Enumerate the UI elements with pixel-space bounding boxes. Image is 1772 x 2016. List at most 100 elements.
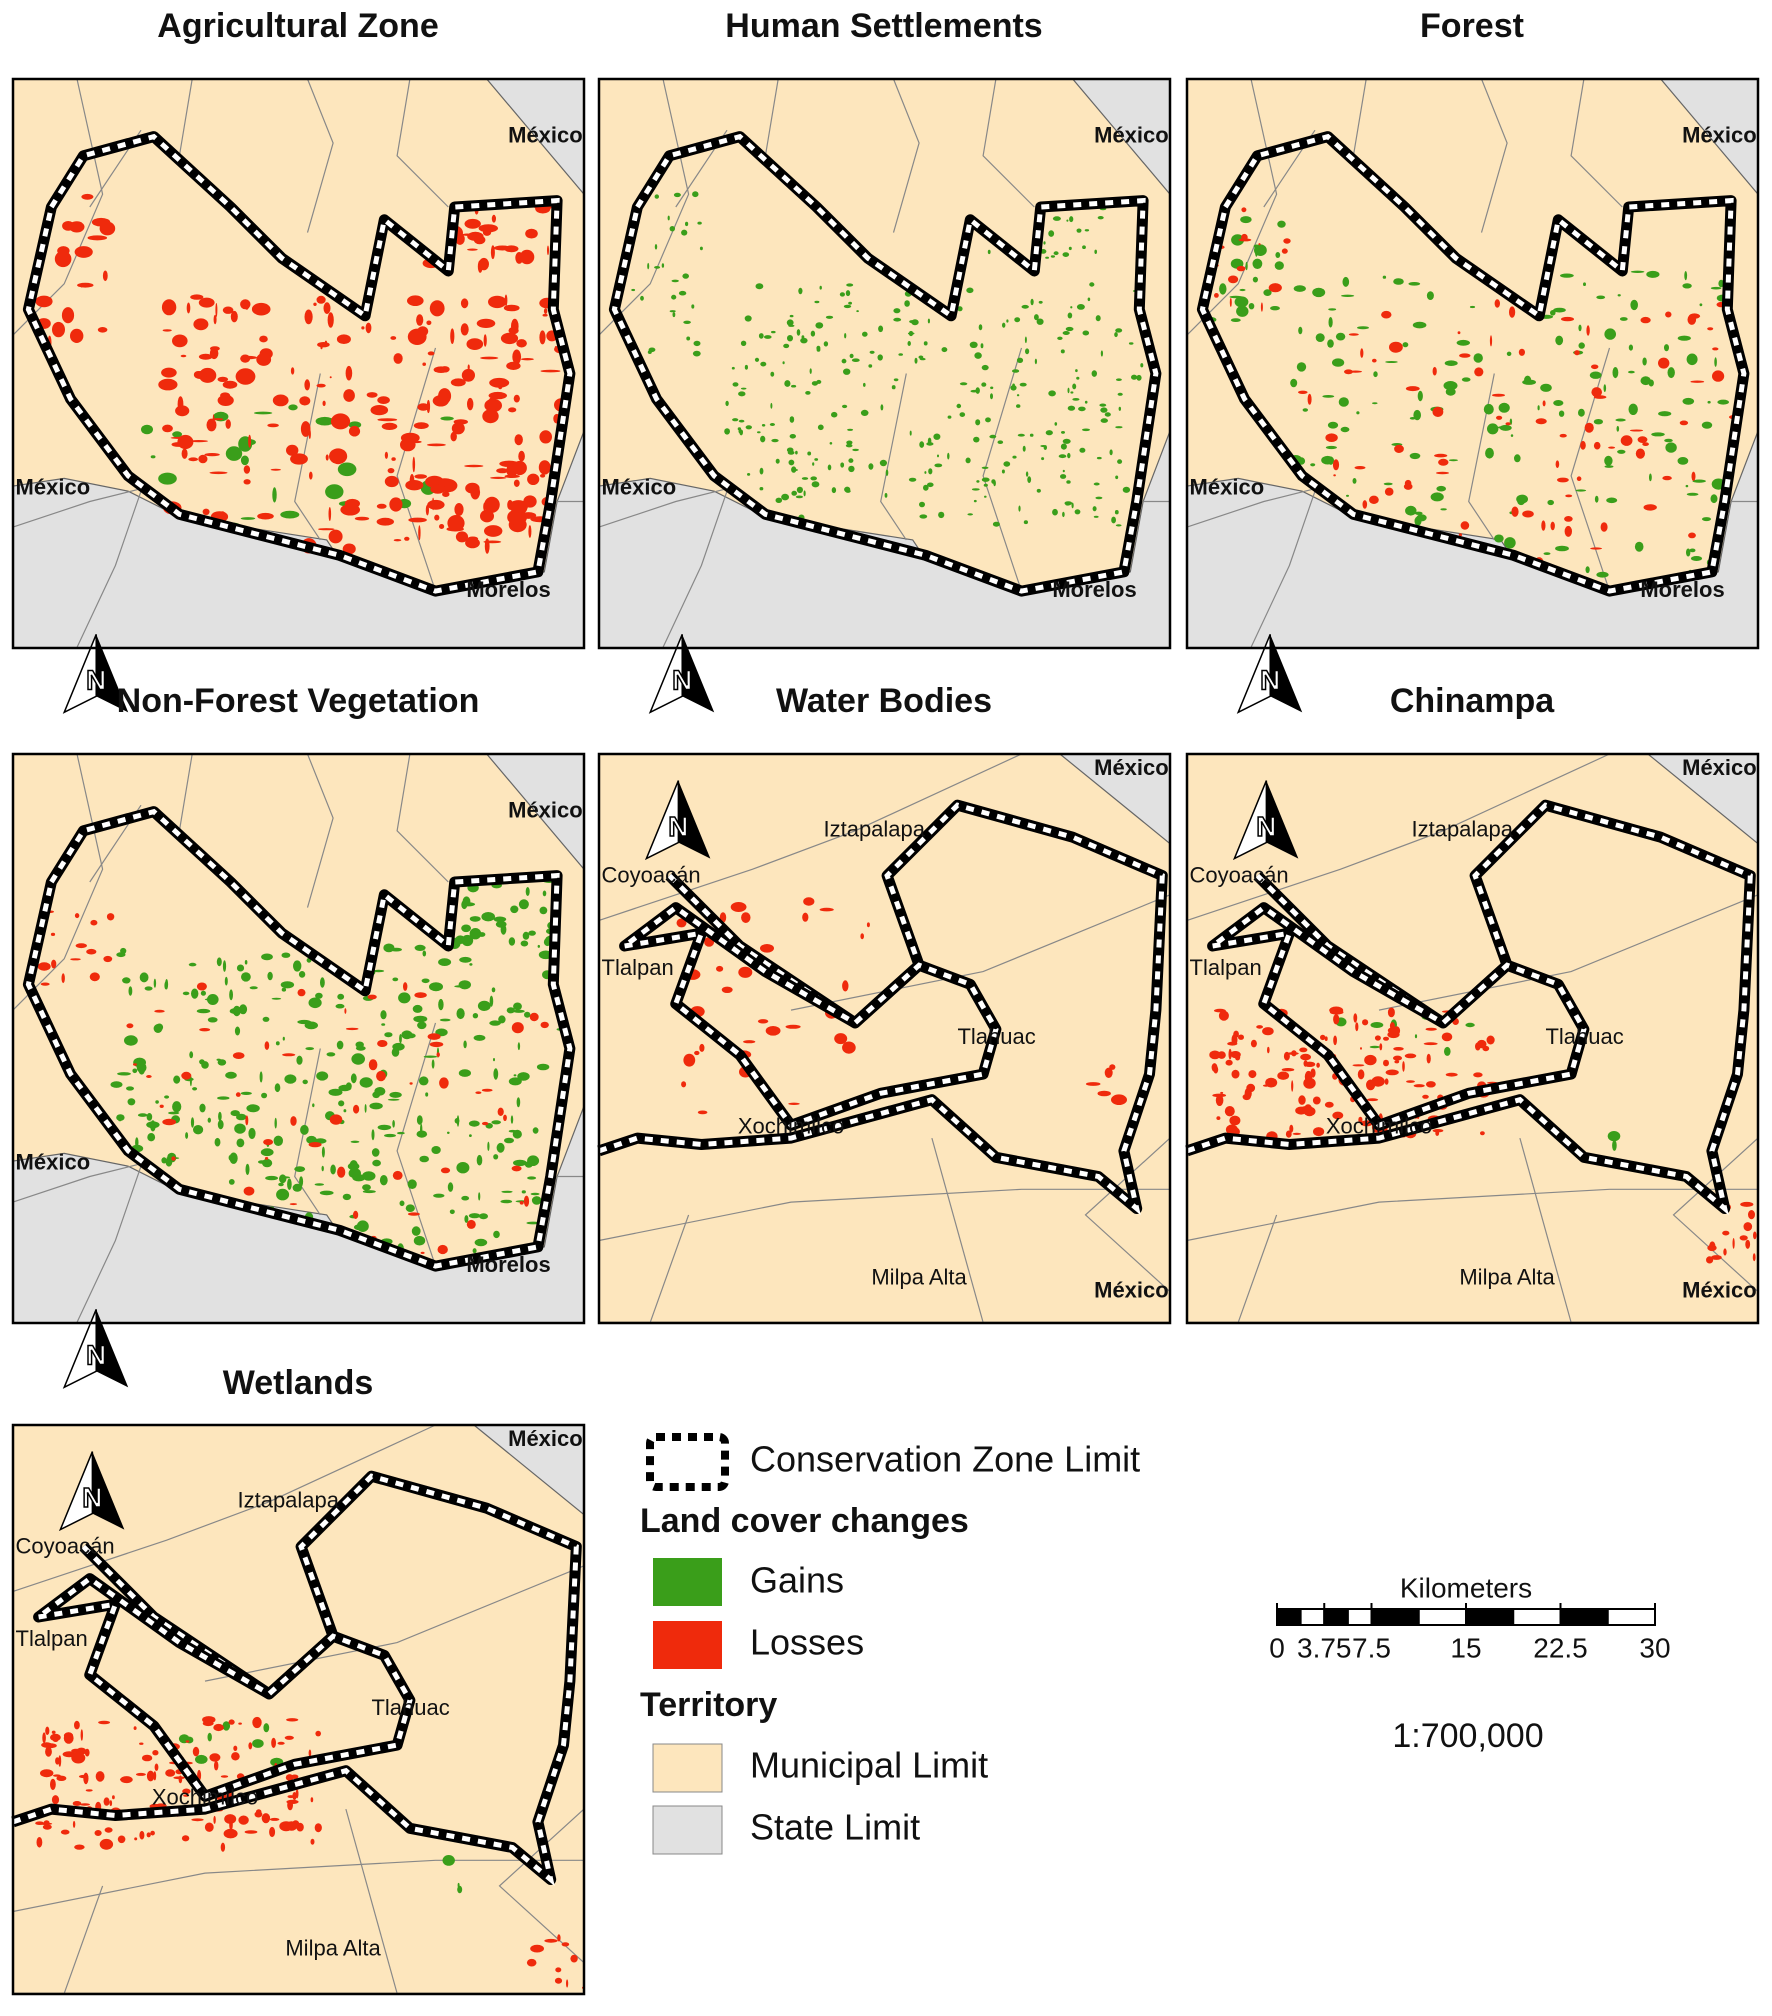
land-cover-patch (1012, 383, 1015, 387)
land-cover-patch (1457, 331, 1461, 335)
land-cover-patch (313, 302, 317, 306)
municipal-line (498, 1808, 585, 1964)
land-cover-patch (843, 304, 852, 309)
land-cover-patch (862, 331, 868, 337)
land-cover-patch (238, 1722, 242, 1725)
land-cover-patch (429, 300, 445, 317)
land-cover-patch (146, 1121, 160, 1129)
land-cover-patch (527, 1155, 540, 1166)
land-cover-patch (464, 218, 481, 229)
municipal-line (649, 1214, 690, 1323)
land-cover-patch (493, 1068, 499, 1080)
land-cover-patch (244, 300, 250, 310)
municipal-line (12, 488, 142, 528)
land-cover-patch (304, 309, 313, 325)
land-cover-patch (810, 476, 817, 481)
scale-segment (1606, 1608, 1656, 1626)
land-cover-patch (1100, 350, 1103, 357)
land-cover-patch (759, 467, 764, 475)
land-cover-patch (518, 899, 529, 910)
land-cover-patch (290, 453, 308, 465)
land-cover-patch (981, 466, 989, 469)
land-cover-patch (1036, 318, 1044, 325)
land-cover-patch (468, 1213, 481, 1219)
land-cover-patch (271, 997, 282, 1000)
land-cover-patch (1366, 1098, 1379, 1102)
land-cover-patch (1593, 441, 1601, 450)
legend-state-swatch (652, 1805, 723, 1855)
land-cover-patch (672, 312, 676, 318)
land-cover-patch (216, 957, 222, 967)
place-label: Xochimilco (152, 1785, 258, 1810)
scale-segment (1466, 1609, 1514, 1625)
land-cover-patch (249, 986, 258, 990)
land-cover-patch (1596, 571, 1609, 578)
land-cover-patch (1384, 487, 1394, 496)
land-cover-patch (200, 990, 206, 996)
land-cover-patch (697, 221, 702, 225)
land-cover-patch (1616, 425, 1620, 432)
land-cover-patch (1412, 321, 1427, 329)
land-cover-patch (240, 455, 249, 466)
land-cover-patch (1417, 390, 1423, 402)
land-cover-patch (1338, 397, 1349, 407)
land-cover-patch (343, 1109, 347, 1113)
land-cover-patch (377, 1124, 392, 1131)
land-cover-patch (483, 334, 487, 347)
land-cover-patch (72, 1820, 76, 1828)
land-cover-patch (329, 376, 332, 379)
land-cover-patch (325, 454, 329, 461)
land-cover-patch (1095, 315, 1101, 322)
land-cover-patch (1313, 1127, 1325, 1137)
place-label: México (1682, 1278, 1757, 1303)
land-cover-patch (1118, 406, 1121, 411)
land-cover-patch (1426, 1053, 1431, 1064)
place-label: Xochimilco (738, 1114, 844, 1139)
municipal-line (892, 78, 920, 233)
land-cover-patch (846, 283, 854, 287)
land-cover-patch (413, 1015, 428, 1023)
land-cover-patch (481, 1088, 493, 1092)
land-cover-patch (439, 366, 450, 373)
land-cover-patch (1575, 489, 1587, 492)
land-cover-patch (1290, 378, 1298, 388)
land-cover-patch (1270, 306, 1280, 311)
land-cover-patch (1474, 367, 1484, 377)
land-cover-patch (196, 1008, 211, 1014)
land-cover-patch (80, 283, 83, 288)
land-cover-patch (1048, 230, 1055, 237)
municipal-line (1519, 1137, 1572, 1323)
land-cover-patch (1018, 505, 1021, 512)
land-cover-patch (1583, 282, 1586, 286)
land-cover-patch (1258, 243, 1261, 246)
land-cover-patch (1067, 405, 1076, 411)
land-cover-patch (769, 423, 775, 426)
land-cover-patch (1218, 1010, 1229, 1021)
land-cover-patch (1370, 1022, 1384, 1028)
land-cover-patch (1561, 316, 1574, 322)
land-cover-patch (1215, 1094, 1224, 1106)
land-cover-patch (351, 1053, 366, 1065)
land-cover-patch (298, 971, 306, 978)
land-cover-patch (193, 1125, 204, 1135)
land-cover-patch (1036, 488, 1041, 493)
land-cover-patch (959, 412, 966, 417)
land-cover-patch (805, 391, 811, 395)
land-cover-patch (1702, 517, 1711, 522)
land-cover-patch (488, 295, 507, 309)
land-cover-patch (694, 1050, 700, 1056)
land-cover-patch (61, 973, 65, 984)
land-cover-patch (150, 455, 156, 459)
land-cover-patch (497, 1107, 504, 1116)
land-cover-patch (279, 1821, 293, 1832)
land-cover-patch (745, 425, 752, 430)
land-cover-patch (532, 1127, 539, 1134)
land-cover-patch (97, 327, 108, 333)
land-cover-patch (432, 497, 435, 511)
land-cover-patch (263, 1139, 273, 1146)
land-cover-patch (1565, 494, 1573, 498)
land-cover-patch (292, 1183, 302, 1192)
land-cover-patch (1374, 1035, 1381, 1041)
land-cover-patch (493, 916, 507, 923)
land-cover-patch (328, 529, 343, 544)
